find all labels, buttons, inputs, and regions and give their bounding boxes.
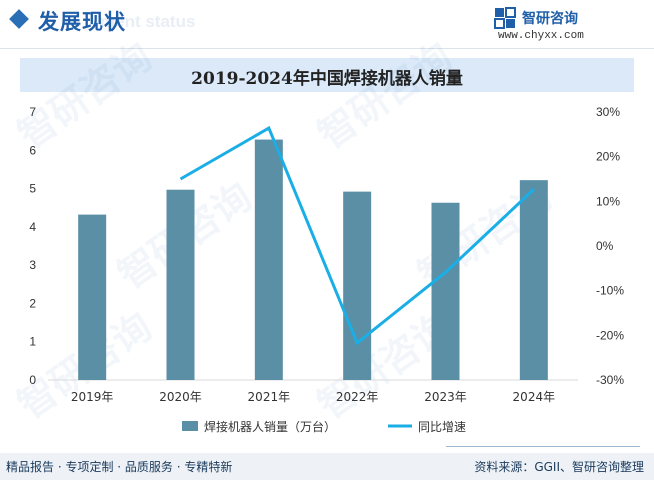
bar (431, 202, 460, 380)
bar (343, 191, 372, 380)
brand-logo-icon (494, 7, 516, 29)
bar (519, 180, 548, 380)
x-tick-label: 2022年 (336, 390, 379, 404)
y-left-tick-label: 6 (29, 143, 36, 157)
source-divider (446, 446, 640, 447)
y-left-tick-label: 4 (29, 220, 36, 234)
y-right-tick-label: -20% (596, 328, 624, 342)
y-right-tick-label: 20% (596, 150, 620, 164)
right-axis: -30% -20% -10% 0% 10% 20% 30% (596, 105, 624, 387)
footer-tagline: 精品报告 · 专项定制 · 品质服务 · 专精特新 (6, 460, 233, 474)
y-left-tick-label: 3 (29, 258, 36, 272)
line-series (179, 125, 535, 346)
chart-title: 2019-2024年中国焊接机器人销量 (191, 69, 463, 89)
y-left-tick-label: 2 (29, 296, 36, 310)
legend-bar-swatch (182, 421, 198, 431)
brand-name: 智研咨询 (522, 11, 578, 27)
legend-line-label: 同比增速 (418, 420, 466, 434)
svg-text:智研咨询: 智研咨询 (310, 34, 460, 157)
chart-title-band: 2019-2024年中国焊接机器人销量 (20, 58, 634, 92)
y-right-tick-label: -30% (596, 373, 624, 387)
svg-text:智研咨询: 智研咨询 (10, 34, 160, 157)
header-ghost-text: ment status (100, 12, 196, 31)
bar (254, 139, 283, 380)
watermark-mark: 智研咨询 (310, 34, 460, 157)
y-left-tick-label: 1 (29, 335, 36, 349)
header: ment status 发展现状 智研咨询 www.chyxx.com (0, 0, 654, 50)
y-right-tick-label: 0% (596, 239, 614, 253)
legend: 焊接机器人销量（万台） 同比增速 (182, 419, 466, 434)
y-right-tick-label: 30% (596, 105, 620, 119)
x-tick-label: 2020年 (159, 390, 202, 404)
page-title: 发展现状 (38, 10, 126, 34)
y-left-tick-label: 0 (29, 373, 36, 387)
x-axis-ticks: 2019年 2020年 2021年 2022年 2023年 2024年 (71, 390, 555, 404)
x-tick-label: 2021年 (248, 390, 291, 404)
x-tick-label: 2023年 (424, 390, 467, 404)
growth-line (179, 125, 535, 346)
header-divider (0, 48, 654, 49)
x-tick-label: 2019年 (71, 390, 114, 404)
footer: 精品报告 · 专项定制 · 品质服务 · 专精特新 资料来源：GGII、智研咨询… (0, 453, 654, 480)
y-right-tick-label: 10% (596, 194, 620, 208)
brand: 智研咨询 www.chyxx.com (494, 6, 644, 46)
y-right-tick-label: -10% (596, 284, 624, 298)
left-axis: 0 1 2 3 4 5 6 7 (29, 105, 36, 387)
y-left-tick-label: 7 (29, 105, 36, 119)
x-tick-label: 2024年 (513, 390, 556, 404)
bar (166, 189, 195, 380)
bar-series (78, 139, 548, 380)
bar (78, 214, 107, 380)
source-note: 资料来源：GGII、智研咨询整理 (474, 460, 644, 474)
y-left-tick-label: 5 (29, 182, 36, 196)
brand-url: www.chyxx.com (498, 30, 584, 42)
legend-bar-label: 焊接机器人销量（万台） (204, 419, 336, 434)
watermark-mark: 智研咨询 (10, 34, 160, 157)
